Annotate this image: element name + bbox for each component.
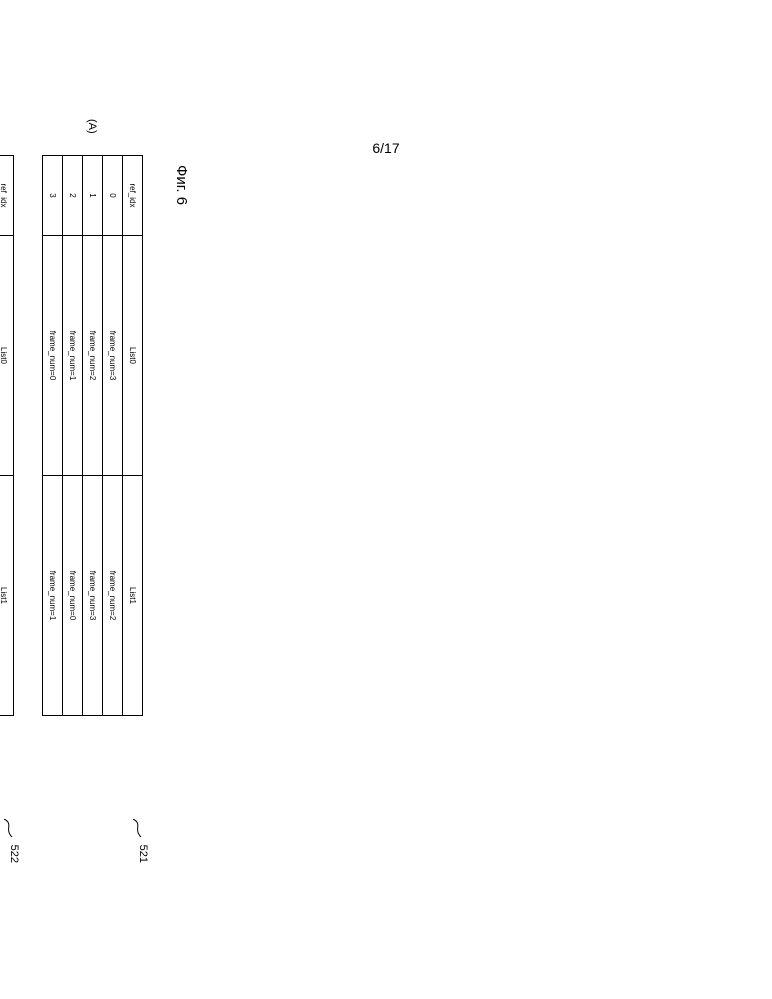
ref-leader-icon [131, 819, 145, 839]
table-header-cell: ref_idx [0, 156, 14, 236]
table-header-row: ref_idxList0List1 [0, 156, 14, 716]
table-row: 0frame_num=3frame_num=2 [103, 156, 123, 716]
ref-number-label: 521 [137, 845, 149, 863]
table-cell: frame_num=0 [43, 236, 63, 476]
ref-number-label: 522 [8, 845, 20, 863]
reference-list-table: ref_idxList0List10frame_num=3frame_num=2… [42, 155, 143, 716]
table-cell: 3 [43, 156, 63, 236]
table-cell: frame_num=2 [103, 476, 123, 716]
panel-label: (A) [87, 119, 99, 134]
table-cell: frame_num=3 [103, 236, 123, 476]
table-cell: 2 [63, 156, 83, 236]
table-row: 2frame_num=1frame_num=0 [63, 156, 83, 716]
table-header-cell: List1 [123, 476, 143, 716]
table-block: (A)521ref_idxList0List10frame_num=3frame… [42, 155, 143, 835]
table-header-cell: List1 [0, 476, 14, 716]
table-cell: 1 [83, 156, 103, 236]
page: 6/17 Фиг. 6 (A)521ref_idxList0List10fram… [0, 0, 772, 999]
table-row: 1frame_num=2frame_num=3 [83, 156, 103, 716]
table-header-cell: List0 [0, 236, 14, 476]
figure-content: Фиг. 6 (A)521ref_idxList0List10frame_num… [0, 155, 190, 835]
table-cell: frame_num=0 [63, 476, 83, 716]
table-cell: frame_num=1 [63, 236, 83, 476]
ref-leader-icon [2, 819, 16, 839]
table-block: (B)522ref_idxList0List10frame_num=2frame… [0, 155, 14, 835]
table-cell: 0 [103, 156, 123, 236]
figure-label: Фиг. 6 [173, 165, 190, 835]
table-header-cell: List0 [123, 236, 143, 476]
page-number: 6/17 [0, 140, 772, 156]
table-header-row: ref_idxList0List1 [123, 156, 143, 716]
table-cell: frame_num=1 [43, 476, 63, 716]
tables-container: (A)521ref_idxList0List10frame_num=3frame… [0, 155, 143, 835]
table-header-cell: ref_idx [123, 156, 143, 236]
table-cell: frame_num=2 [83, 236, 103, 476]
table-row: 3frame_num=0frame_num=1 [43, 156, 63, 716]
reference-list-table: ref_idxList0List10frame_num=2frame_num=4… [0, 155, 14, 716]
table-cell: frame_num=3 [83, 476, 103, 716]
